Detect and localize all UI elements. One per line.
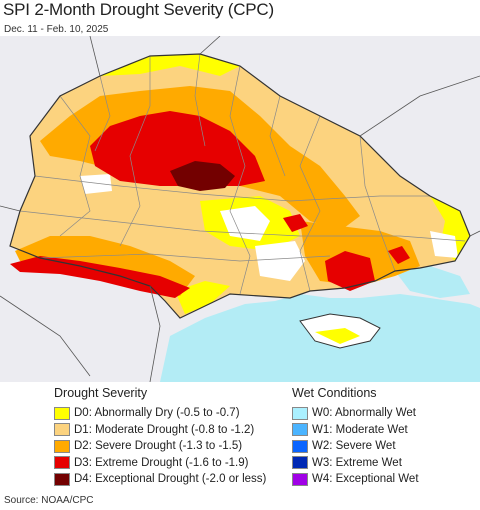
drought-legend-heading: Drought Severity bbox=[54, 386, 148, 400]
d3-east-small bbox=[388, 246, 410, 264]
crimea-border bbox=[299, 313, 381, 349]
d2-label: D2: Severe Drought (-1.3 to -1.5) bbox=[74, 440, 243, 453]
d0-south-fringe bbox=[175, 281, 230, 314]
w4-label: W4: Exceptional Wet bbox=[312, 473, 419, 486]
d2-swatch bbox=[54, 439, 70, 453]
w0-swatch bbox=[292, 406, 308, 420]
drought-map bbox=[0, 36, 480, 382]
legend-item-w4: W4: Exceptional Wet bbox=[292, 471, 419, 488]
d3-southwest bbox=[10, 256, 190, 298]
d0-label: D0: Abnormally Dry (-0.5 to -0.7) bbox=[74, 407, 240, 420]
d1-swatch bbox=[54, 423, 70, 437]
d0-swatch bbox=[54, 406, 70, 420]
crimea-d0 bbox=[315, 328, 360, 344]
d4-core bbox=[170, 161, 235, 191]
no-drought-center bbox=[220, 206, 270, 241]
d3-label: D3: Extreme Drought (-1.6 to -1.9) bbox=[74, 456, 249, 469]
map-canvas bbox=[0, 36, 480, 382]
legend-item-w2: W2: Severe Wet bbox=[292, 438, 419, 455]
source-credit: Source: NOAA/CPC bbox=[4, 495, 94, 506]
no-drought-south bbox=[255, 241, 305, 281]
wet-legend-heading: Wet Conditions bbox=[292, 386, 377, 400]
w2-swatch bbox=[292, 439, 308, 453]
d1-label: D1: Moderate Drought (-0.8 to -1.2) bbox=[74, 423, 255, 436]
legend-item-d1: D1: Moderate Drought (-0.8 to -1.2) bbox=[54, 422, 266, 439]
legend-item-d0: D0: Abnormally Dry (-0.5 to -0.7) bbox=[54, 405, 266, 422]
legend: Drought Severity D0: Abnormally Dry (-0.… bbox=[0, 386, 480, 490]
legend-item-w3: W3: Extreme Wet bbox=[292, 455, 419, 472]
w3-label: W3: Extreme Wet bbox=[312, 456, 402, 469]
wet-legend: Wet Conditions W0: Abnormally Wet W1: Mo… bbox=[292, 386, 419, 488]
country-border bbox=[9, 53, 471, 319]
w4-swatch bbox=[292, 472, 308, 486]
date-range: Dec. 11 - Feb. 10, 2025 bbox=[4, 24, 109, 35]
d4-swatch bbox=[54, 472, 70, 486]
no-drought-east bbox=[430, 231, 458, 258]
legend-item-d3: D3: Extreme Drought (-1.6 to -1.9) bbox=[54, 455, 266, 472]
no-drought-west bbox=[80, 174, 112, 194]
drought-legend: Drought Severity D0: Abnormally Dry (-0.… bbox=[54, 386, 266, 488]
w1-label: W1: Moderate Wet bbox=[312, 423, 408, 436]
d3-east-blob bbox=[325, 251, 375, 291]
legend-item-d4: D4: Exceptional Drought (-2.0 or less) bbox=[54, 471, 266, 488]
oblast-borders bbox=[19, 53, 466, 295]
map-title: SPI 2-Month Drought Severity (CPC) bbox=[3, 0, 274, 19]
sea-of-azov bbox=[395, 266, 470, 298]
neighbor-borders bbox=[0, 36, 480, 382]
w3-swatch bbox=[292, 456, 308, 470]
d3-center-small bbox=[283, 214, 308, 232]
legend-item-w0: W0: Abnormally Wet bbox=[292, 405, 419, 422]
legend-item-d2: D2: Severe Drought (-1.3 to -1.5) bbox=[54, 438, 266, 455]
legend-item-w1: W1: Moderate Wet bbox=[292, 422, 419, 439]
d4-label: D4: Exceptional Drought (-2.0 or less) bbox=[74, 473, 267, 486]
d0-north-fringe bbox=[100, 54, 240, 76]
w1-swatch bbox=[292, 423, 308, 437]
w2-label: W2: Severe Wet bbox=[312, 440, 396, 453]
d3-swatch bbox=[54, 456, 70, 470]
w0-label: W0: Abnormally Wet bbox=[312, 407, 416, 420]
